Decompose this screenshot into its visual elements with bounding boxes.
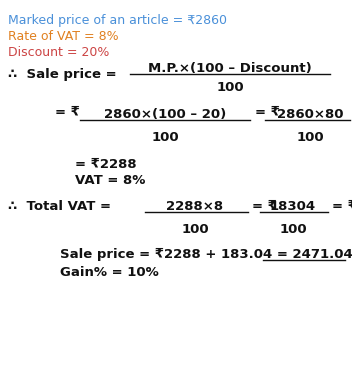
Text: Sale price = ₹2288 + 183.04 = 2471.04: Sale price = ₹2288 + 183.04 = 2471.04 xyxy=(60,248,352,261)
Text: VAT = 8%: VAT = 8% xyxy=(75,174,145,187)
Text: 2288×8: 2288×8 xyxy=(166,200,224,213)
Text: = ₹: = ₹ xyxy=(255,105,280,119)
Text: 2860×(100 – 20): 2860×(100 – 20) xyxy=(104,108,226,121)
Text: ∴  Sale price =: ∴ Sale price = xyxy=(8,68,117,81)
Text: M.P.×(100 – Discount): M.P.×(100 – Discount) xyxy=(148,62,312,75)
Text: 100: 100 xyxy=(181,223,209,236)
Text: = ₹183.04: = ₹183.04 xyxy=(332,200,352,213)
Text: = ₹2288: = ₹2288 xyxy=(75,158,137,171)
Text: Marked price of an article = ₹2860: Marked price of an article = ₹2860 xyxy=(8,14,227,27)
Text: 100: 100 xyxy=(296,131,324,144)
Text: = ₹: = ₹ xyxy=(55,105,80,119)
Text: Gain% = 10%: Gain% = 10% xyxy=(60,266,159,279)
Text: = ₹: = ₹ xyxy=(252,200,277,213)
Text: ∴  Total VAT =: ∴ Total VAT = xyxy=(8,200,111,213)
Text: 100: 100 xyxy=(151,131,179,144)
Text: Rate of VAT = 8%: Rate of VAT = 8% xyxy=(8,30,119,43)
Text: 100: 100 xyxy=(216,81,244,94)
Text: 2860×80: 2860×80 xyxy=(277,108,343,121)
Text: Discount = 20%: Discount = 20% xyxy=(8,46,109,59)
Text: 100: 100 xyxy=(279,223,307,236)
Text: 18304: 18304 xyxy=(270,200,316,213)
